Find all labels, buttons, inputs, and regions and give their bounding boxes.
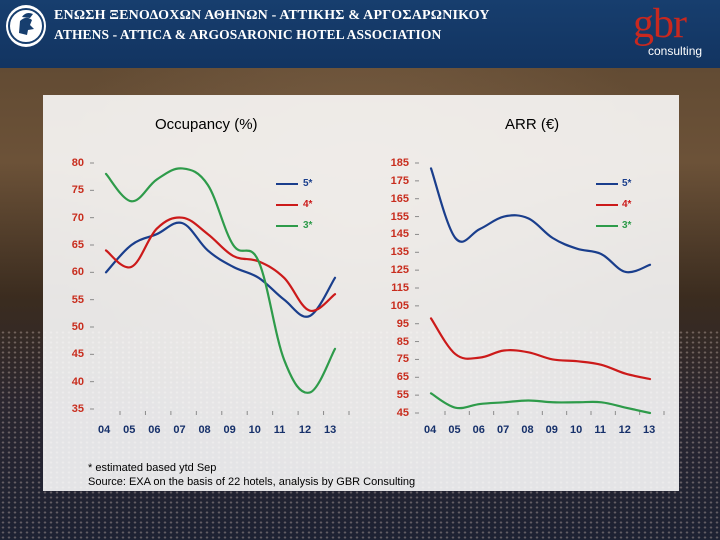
arr-chart-title: ARR (€) (505, 116, 560, 133)
occupancy-ytick-label: 80 (71, 157, 84, 169)
occupancy-legend-label: 5* (303, 178, 313, 189)
occupancy-xtick-label: 12 (298, 424, 312, 436)
footnote-estimate: * estimated based ytd Sep (88, 462, 217, 474)
chart-panel (43, 95, 679, 491)
arr-ytick-label: 45 (396, 407, 409, 419)
occupancy-ytick-label: 45 (71, 348, 84, 361)
occupancy-series-1-line (104, 216, 337, 312)
occupancy-legend-label: 4* (303, 199, 313, 210)
occupancy-ytick-label: 35 (71, 403, 84, 415)
occupancy-chart-title: Occupancy (%) (155, 116, 258, 133)
arr-xtick-label: 12 (618, 424, 631, 436)
gbr-logo: gbr (633, 1, 687, 47)
arr-ytick-label: 65 (396, 371, 409, 384)
arr-series-0-line (429, 167, 652, 274)
arr-xtick-label: 08 (521, 424, 534, 436)
occupancy-ytick-label: 65 (71, 239, 84, 251)
occupancy-ytick-label: 55 (71, 293, 84, 306)
arr-ytick-label: 135 (390, 246, 409, 259)
occupancy-xtick-label: 07 (173, 424, 186, 436)
arr-xtick-label: 05 (448, 424, 461, 436)
arr-ytick-label: 155 (390, 210, 409, 223)
occupancy-xtick-label: 04 (98, 424, 111, 436)
arr-ytick-label: 175 (390, 174, 409, 187)
arr-ytick-label: 95 (396, 317, 409, 330)
arr-xtick-label: 07 (497, 424, 510, 436)
arr-ytick-label: 85 (396, 335, 409, 348)
occupancy-series-2-line (104, 167, 337, 394)
arr-legend-label: 5* (622, 178, 632, 189)
occupancy-xtick-label: 05 (123, 424, 136, 436)
arr-ytick-label: 145 (390, 228, 409, 241)
occupancy-xtick-label: 09 (223, 424, 236, 436)
occupancy-ytick-label: 75 (71, 184, 84, 197)
occupancy-xtick-label: 13 (324, 424, 337, 436)
arr-series-2-line (429, 392, 652, 415)
arr-xtick-label: 10 (570, 424, 583, 436)
gbr-logo-subtitle: consulting (648, 44, 703, 58)
header-bar: ΕΝΩΣΗ ΞΕΝΟΔΟΧΩΝ ΑΘΗΝΩΝ - ΑΤΤΙΚΗΣ & ΑΡΓΟΣ… (0, 0, 720, 68)
arr-xtick-label: 04 (424, 424, 437, 436)
occupancy-series-0-line (104, 221, 337, 318)
arr-legend-label: 4* (622, 199, 632, 210)
occupancy-xtick-label: 11 (273, 424, 286, 436)
arr-xtick-label: 06 (472, 424, 485, 436)
arr-ytick-label: 55 (396, 389, 409, 402)
arr-ytick-label: 125 (390, 264, 409, 277)
arr-ytick-label: 105 (390, 299, 409, 312)
arr-xtick-label: 09 (545, 424, 558, 436)
occupancy-legend-label: 3* (303, 220, 313, 231)
arr-ytick-label: 115 (391, 282, 409, 294)
arr-xtick-label: 11 (594, 424, 606, 436)
association-logo (6, 5, 46, 47)
association-name-greek: ΕΝΩΣΗ ΞΕΝΟΔΟΧΩΝ ΑΘΗΝΩΝ - ΑΤΤΙΚΗΣ & ΑΡΓΟΣ… (54, 8, 490, 23)
arr-series-1-line (429, 317, 652, 381)
arr-ytick-label: 165 (390, 192, 409, 205)
arr-xtick-label: 13 (643, 424, 656, 436)
arr-legend-label: 3* (622, 220, 632, 231)
footnote-source: Source: EXA on the basis of 22 hotels, a… (88, 476, 416, 488)
occupancy-ytick-label: 50 (71, 321, 84, 333)
occupancy-xtick-label: 06 (148, 424, 161, 436)
occupancy-ytick-label: 70 (71, 211, 84, 224)
association-name-english: ATHENS - ATTICA & ARGOSARONIC HOTEL ASSO… (54, 27, 442, 42)
arr-ytick-label: 75 (396, 353, 409, 366)
occupancy-xtick-label: 10 (248, 424, 261, 436)
occupancy-xtick-label: 08 (198, 424, 211, 436)
occupancy-ytick-label: 40 (71, 375, 84, 388)
arr-ytick-label: 185 (390, 157, 409, 169)
occupancy-ytick-label: 60 (71, 266, 84, 279)
